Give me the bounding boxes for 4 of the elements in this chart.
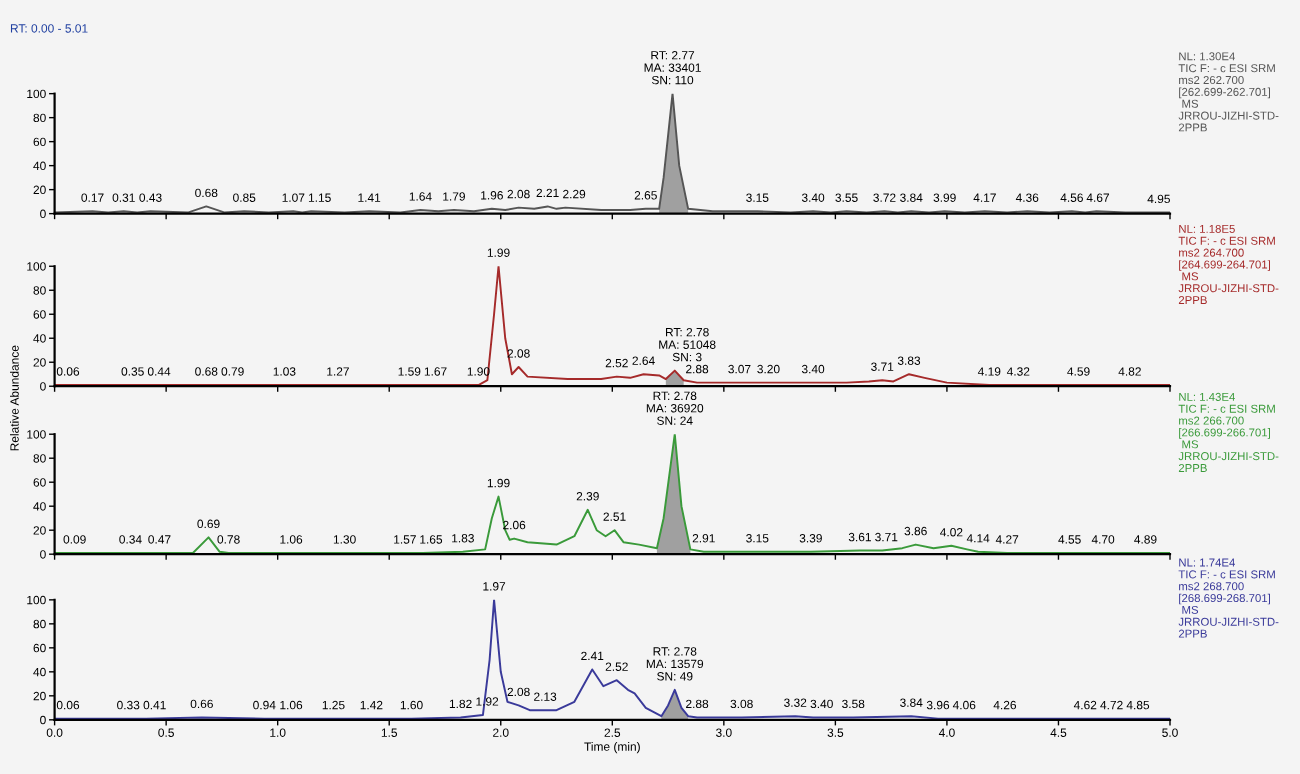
line-series xyxy=(54,266,1170,386)
line-series xyxy=(54,434,1170,554)
line-series xyxy=(54,93,1170,214)
line-series xyxy=(54,599,1170,720)
